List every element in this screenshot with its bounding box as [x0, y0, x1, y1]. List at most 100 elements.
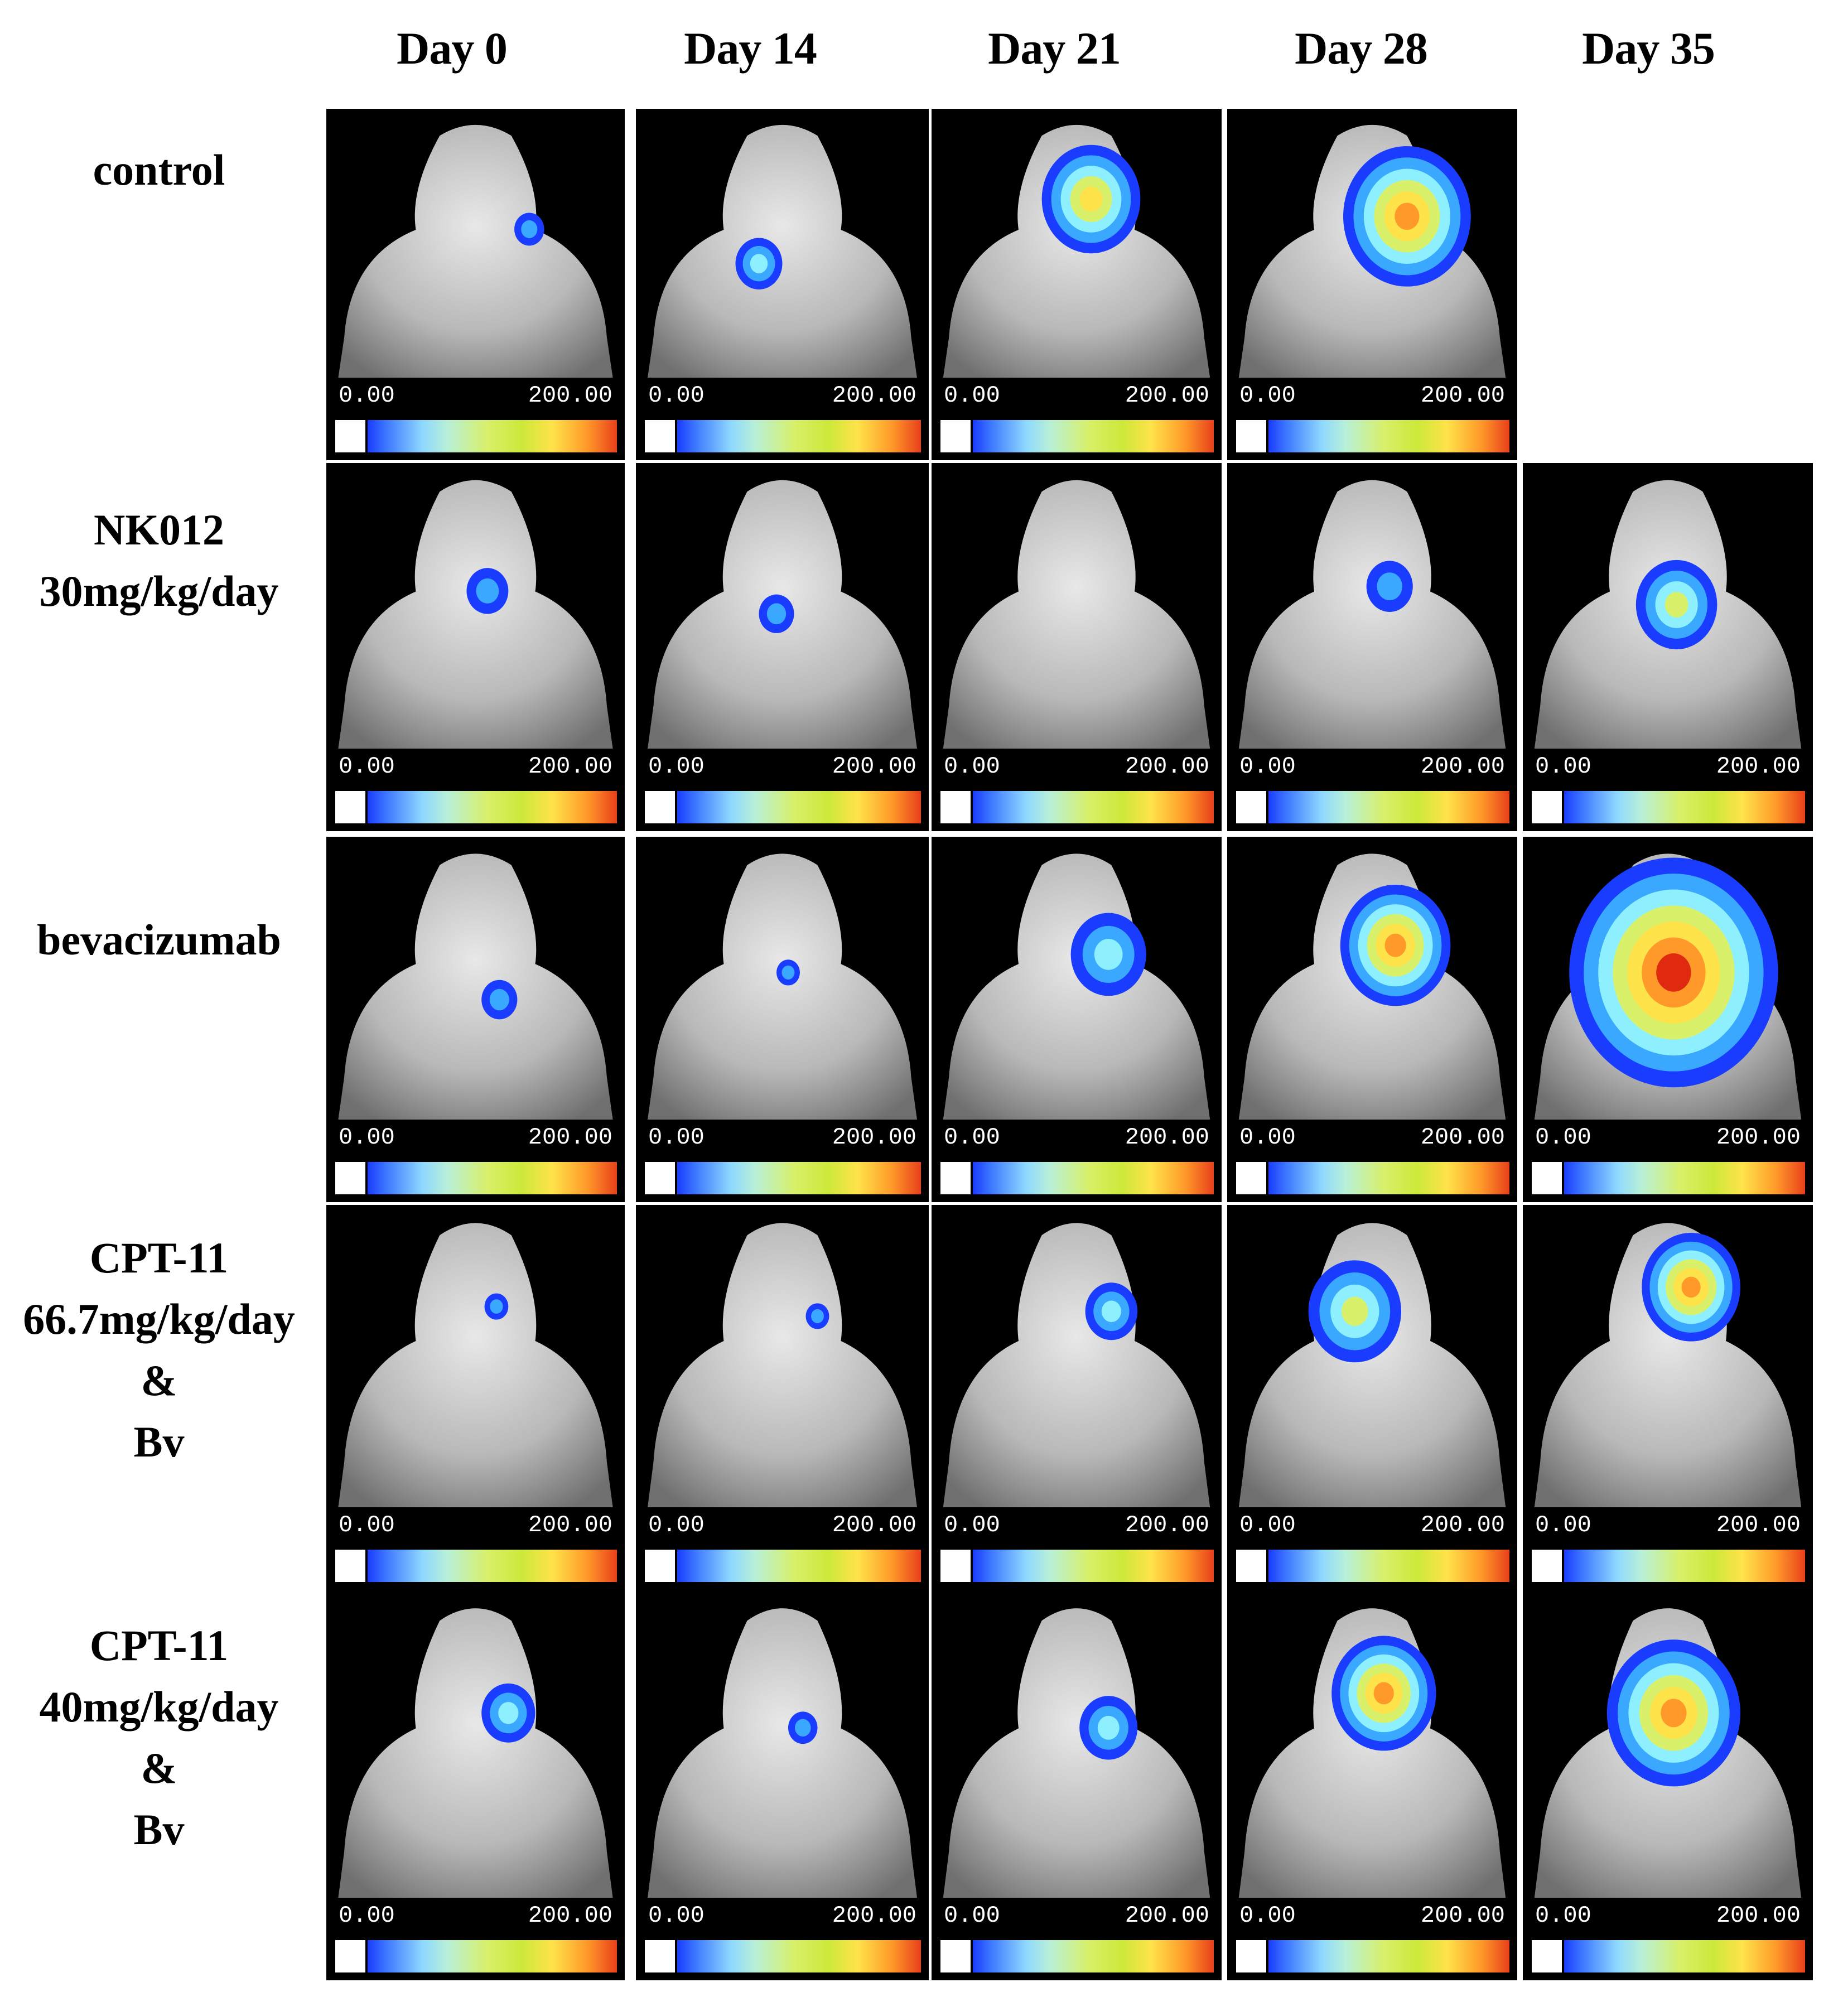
scale-min-label: 0.00 — [1535, 1512, 1591, 1538]
scale-max-label: 200.00 — [1420, 382, 1505, 409]
mouse-image — [338, 853, 613, 1120]
scale-max-label: 200.00 — [528, 753, 612, 780]
mouse-image — [1534, 1223, 1802, 1507]
image-panel-cpt11-40-day-21: 0.00 200.00 — [932, 1590, 1222, 1980]
mouse-image — [1238, 1608, 1506, 1898]
mouse-silhouette — [943, 1223, 1210, 1507]
mouse-image — [648, 1608, 917, 1898]
signal-ring — [1079, 186, 1103, 212]
image-panel-nk012-day-21: 0.00 200.00 — [932, 463, 1222, 831]
scale-white-swatch — [335, 1940, 365, 1972]
image-panel-nk012-day-28: 0.00 200.00 — [1227, 463, 1517, 831]
scale-gradient — [1268, 1162, 1509, 1194]
intensity-scale-bar: 0.00 200.00 — [932, 378, 1222, 460]
signal-ring — [521, 220, 538, 238]
scale-white-swatch — [645, 1940, 675, 1972]
scale-white-swatch — [940, 1550, 971, 1582]
signal-ring — [1681, 1276, 1701, 1298]
mouse-image — [648, 480, 917, 749]
scale-max-label: 200.00 — [1420, 1512, 1505, 1538]
scale-white-swatch — [645, 1550, 675, 1582]
signal-ring — [1097, 1715, 1120, 1740]
mouse-silhouette — [648, 1223, 917, 1507]
scale-min-label: 0.00 — [648, 1902, 705, 1929]
image-panel-cpt11-40-day-0: 0.00 200.00 — [326, 1590, 625, 1980]
intensity-scale-bar: 0.00 200.00 — [636, 378, 929, 460]
image-panel-cpt11-40-day-28: 0.00 200.00 — [1227, 1590, 1517, 1980]
scale-min-label: 0.00 — [1535, 1124, 1591, 1151]
mouse-image — [943, 1608, 1210, 1898]
mouse-image — [648, 1223, 917, 1507]
intensity-scale-bar: 0.00 200.00 — [636, 1898, 929, 1980]
scale-min-label: 0.00 — [1239, 753, 1296, 780]
scale-gradient — [1564, 791, 1805, 823]
scale-gradient — [677, 791, 921, 823]
mouse-image — [648, 853, 917, 1120]
mouse-silhouette — [338, 1608, 613, 1898]
scale-white-swatch — [1236, 1162, 1266, 1194]
mouse-silhouette — [338, 124, 613, 378]
intensity-scale-bar: 0.00 200.00 — [326, 1120, 625, 1202]
intensity-scale-bar: 0.00 200.00 — [1523, 1120, 1813, 1202]
scale-max-label: 200.00 — [1125, 1902, 1209, 1929]
row-label-bevacizumab: bevacizumab — [37, 915, 281, 964]
scale-max-label: 200.00 — [1125, 382, 1209, 409]
scale-white-swatch — [940, 1162, 971, 1194]
image-panel-control-day-14: 0.00 200.00 — [636, 109, 929, 460]
image-panel-cpt11-66-7-day-21: 0.00 200.00 — [932, 1205, 1222, 1590]
scale-gradient — [1268, 1940, 1509, 1972]
scale-gradient — [973, 1162, 1214, 1194]
mouse-silhouette — [943, 1608, 1210, 1898]
scale-max-label: 200.00 — [832, 382, 916, 409]
scale-gradient — [677, 1550, 921, 1582]
mouse-image — [943, 480, 1210, 749]
scale-white-swatch — [940, 1940, 971, 1972]
scale-white-swatch — [335, 1550, 365, 1582]
mouse-silhouette — [648, 124, 917, 378]
intensity-scale-bar: 0.00 200.00 — [1227, 1120, 1517, 1202]
image-panel-cpt11-66-7-day-28: 0.00 200.00 — [1227, 1205, 1517, 1590]
scale-max-label: 200.00 — [1125, 753, 1209, 780]
image-panel-nk012-day-14: 0.00 200.00 — [636, 463, 929, 831]
scale-white-swatch — [1532, 1550, 1562, 1582]
signal-ring — [1342, 1296, 1368, 1326]
scale-max-label: 200.00 — [1716, 1512, 1801, 1538]
scale-white-swatch — [335, 1162, 365, 1194]
scale-min-label: 0.00 — [1239, 1512, 1296, 1538]
mouse-silhouette — [338, 480, 613, 749]
mouse-image — [338, 1223, 613, 1507]
scale-white-swatch — [940, 791, 971, 823]
scale-gradient — [1564, 1940, 1805, 1972]
scale-gradient — [677, 1940, 921, 1972]
scale-min-label: 0.00 — [944, 1124, 1000, 1151]
scale-min-label: 0.00 — [648, 753, 705, 780]
column-header-day-0: Day 0 — [397, 23, 508, 74]
image-panel-cpt11-66-7-day-0: 0.00 200.00 — [326, 1205, 625, 1590]
mouse-image — [338, 124, 613, 378]
scale-gradient — [973, 420, 1214, 452]
intensity-scale-bar: 0.00 200.00 — [932, 749, 1222, 831]
mouse-silhouette — [943, 124, 1210, 378]
mouse-silhouette — [943, 853, 1210, 1120]
scale-min-label: 0.00 — [1239, 1124, 1296, 1151]
signal-ring — [1395, 202, 1420, 230]
mouse-silhouette — [648, 853, 917, 1120]
scale-min-label: 0.00 — [1239, 1902, 1296, 1929]
scale-min-label: 0.00 — [1239, 382, 1296, 409]
mouse-silhouette — [943, 480, 1210, 749]
scale-min-label: 0.00 — [944, 1902, 1000, 1929]
intensity-scale-bar: 0.00 200.00 — [932, 1898, 1222, 1980]
mouse-image — [338, 480, 613, 749]
scale-gradient — [677, 420, 921, 452]
scale-max-label: 200.00 — [1716, 753, 1801, 780]
scale-gradient — [1268, 420, 1509, 452]
column-header-day-14: Day 14 — [684, 23, 817, 74]
intensity-scale-bar: 0.00 200.00 — [1227, 378, 1517, 460]
scale-white-swatch — [1532, 791, 1562, 823]
scale-min-label: 0.00 — [648, 1512, 705, 1538]
scale-min-label: 0.00 — [648, 382, 705, 409]
scale-white-swatch — [645, 1162, 675, 1194]
scale-min-label: 0.00 — [648, 1124, 705, 1151]
mouse-image — [943, 1223, 1210, 1507]
scale-white-swatch — [645, 420, 675, 452]
